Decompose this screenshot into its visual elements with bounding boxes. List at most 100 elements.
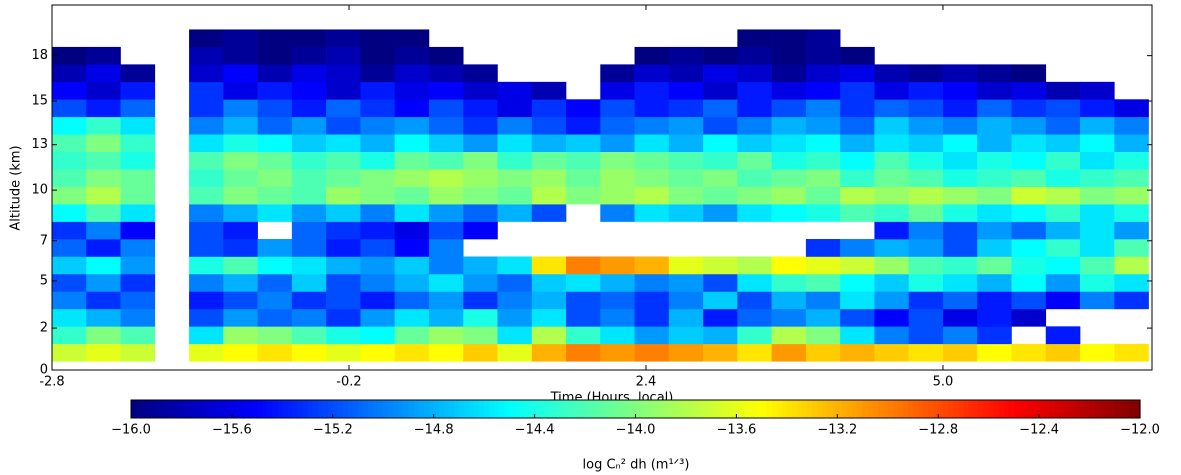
heatmap-cell bbox=[86, 273, 121, 292]
y-tick-label: 18 bbox=[31, 48, 48, 63]
heatmap-cell bbox=[1045, 99, 1081, 118]
colorbar-tick-label: −14.4 bbox=[515, 423, 555, 438]
heatmap-cell bbox=[703, 273, 738, 292]
heatmap-cell bbox=[668, 291, 704, 310]
heatmap-cell bbox=[1011, 151, 1047, 170]
colorbar-swatch bbox=[610, 400, 616, 418]
heatmap-cell bbox=[771, 151, 807, 170]
colorbar-swatch bbox=[822, 400, 828, 418]
heatmap-cell bbox=[977, 134, 1012, 152]
colorbar-swatch bbox=[1119, 400, 1126, 418]
heatmap-cell bbox=[805, 204, 841, 222]
colorbar-swatch bbox=[433, 400, 440, 418]
heatmap-cell bbox=[805, 273, 841, 292]
colorbar-swatch bbox=[206, 400, 213, 418]
heatmap-cell bbox=[120, 99, 156, 118]
colorbar-swatch bbox=[1049, 400, 1055, 418]
heatmap-cell bbox=[840, 116, 875, 135]
colorbar-swatch bbox=[534, 400, 541, 418]
heatmap-cell bbox=[189, 134, 224, 152]
y-tick-label: 5 bbox=[40, 273, 48, 288]
heatmap-cell bbox=[394, 291, 430, 310]
colorbar-swatch bbox=[645, 400, 652, 418]
heatmap-cell bbox=[394, 151, 430, 170]
heatmap-cell bbox=[291, 116, 327, 135]
colorbar-swatch bbox=[756, 400, 763, 418]
heatmap-cell bbox=[1080, 151, 1115, 170]
colorbar-swatch bbox=[484, 400, 490, 418]
heatmap-cell bbox=[86, 343, 121, 362]
colorbar-swatch bbox=[746, 400, 753, 418]
heatmap-cell bbox=[189, 273, 224, 292]
heatmap-cell bbox=[257, 291, 293, 310]
heatmap-cell bbox=[497, 151, 533, 170]
heatmap-cell bbox=[394, 99, 430, 118]
heatmap-cell bbox=[805, 343, 841, 362]
colorbar-swatch bbox=[781, 400, 788, 418]
heatmap-cell bbox=[189, 81, 224, 100]
colorbar-swatch bbox=[907, 400, 914, 418]
colorbar-swatch bbox=[509, 400, 516, 418]
heatmap-cell bbox=[394, 186, 430, 205]
heatmap-cell bbox=[703, 204, 738, 222]
heatmap-cell bbox=[497, 326, 533, 345]
heatmap-cell bbox=[52, 204, 87, 222]
heatmap-cell bbox=[1114, 186, 1149, 205]
heatmap-cell bbox=[874, 64, 909, 83]
heatmap-cell bbox=[223, 151, 258, 170]
colorbar-swatch bbox=[726, 400, 732, 418]
heatmap-cell bbox=[497, 169, 533, 187]
heatmap-cell bbox=[531, 169, 567, 187]
heatmap-cell bbox=[1114, 239, 1149, 257]
heatmap-cell bbox=[86, 81, 121, 100]
heatmap-cell bbox=[805, 29, 841, 48]
colorbar-swatch bbox=[751, 400, 758, 418]
heatmap-cell bbox=[1114, 116, 1149, 135]
colorbar-swatch bbox=[1109, 400, 1116, 418]
heatmap-cell bbox=[463, 326, 498, 345]
heatmap-cell bbox=[1080, 81, 1115, 100]
colorbar-swatch bbox=[650, 400, 657, 418]
heatmap-cell bbox=[1045, 134, 1081, 152]
heatmap-cell bbox=[463, 343, 498, 362]
heatmap-cell bbox=[805, 64, 841, 83]
heatmap-cell bbox=[189, 99, 224, 118]
heatmap-cell bbox=[908, 81, 944, 100]
colorbar-swatch bbox=[620, 400, 627, 418]
heatmap-cell bbox=[531, 81, 567, 100]
heatmap-cell bbox=[874, 343, 909, 362]
heatmap-cell bbox=[805, 291, 841, 310]
heatmap-cell bbox=[428, 151, 464, 170]
heatmap-cell bbox=[840, 256, 875, 275]
heatmap-cell bbox=[634, 169, 670, 187]
heatmap-cell bbox=[223, 343, 258, 362]
heatmap-cell bbox=[942, 221, 978, 240]
colorbar-swatch bbox=[1114, 400, 1121, 418]
heatmap-cell bbox=[874, 116, 909, 135]
heatmap-cell bbox=[223, 99, 258, 118]
heatmap-cell bbox=[497, 186, 533, 205]
heatmap-cell bbox=[1045, 239, 1081, 257]
colorbar-swatch bbox=[559, 400, 566, 418]
colorbar-swatch bbox=[998, 400, 1005, 418]
heatmap-cell bbox=[634, 186, 670, 205]
heatmap-cell bbox=[360, 308, 395, 327]
heatmap-cell bbox=[120, 81, 156, 100]
heatmap-cell bbox=[223, 169, 258, 187]
heatmap-cell bbox=[566, 308, 601, 327]
colorbar-swatch bbox=[368, 400, 374, 418]
colorbar-swatch bbox=[887, 400, 894, 418]
heatmap-cell bbox=[634, 326, 670, 345]
heatmap-cell bbox=[428, 64, 464, 83]
heatmap-cell bbox=[326, 221, 361, 240]
heatmap-cell bbox=[497, 291, 533, 310]
colorbar-swatch bbox=[337, 400, 344, 418]
colorbar-swatch bbox=[171, 400, 178, 418]
heatmap-cell bbox=[703, 308, 738, 327]
heatmap-cell bbox=[805, 308, 841, 327]
heatmap-cell bbox=[428, 46, 464, 65]
heatmap-cell bbox=[840, 64, 875, 83]
heatmap-cell bbox=[394, 221, 430, 240]
heatmap-cell bbox=[942, 134, 978, 152]
